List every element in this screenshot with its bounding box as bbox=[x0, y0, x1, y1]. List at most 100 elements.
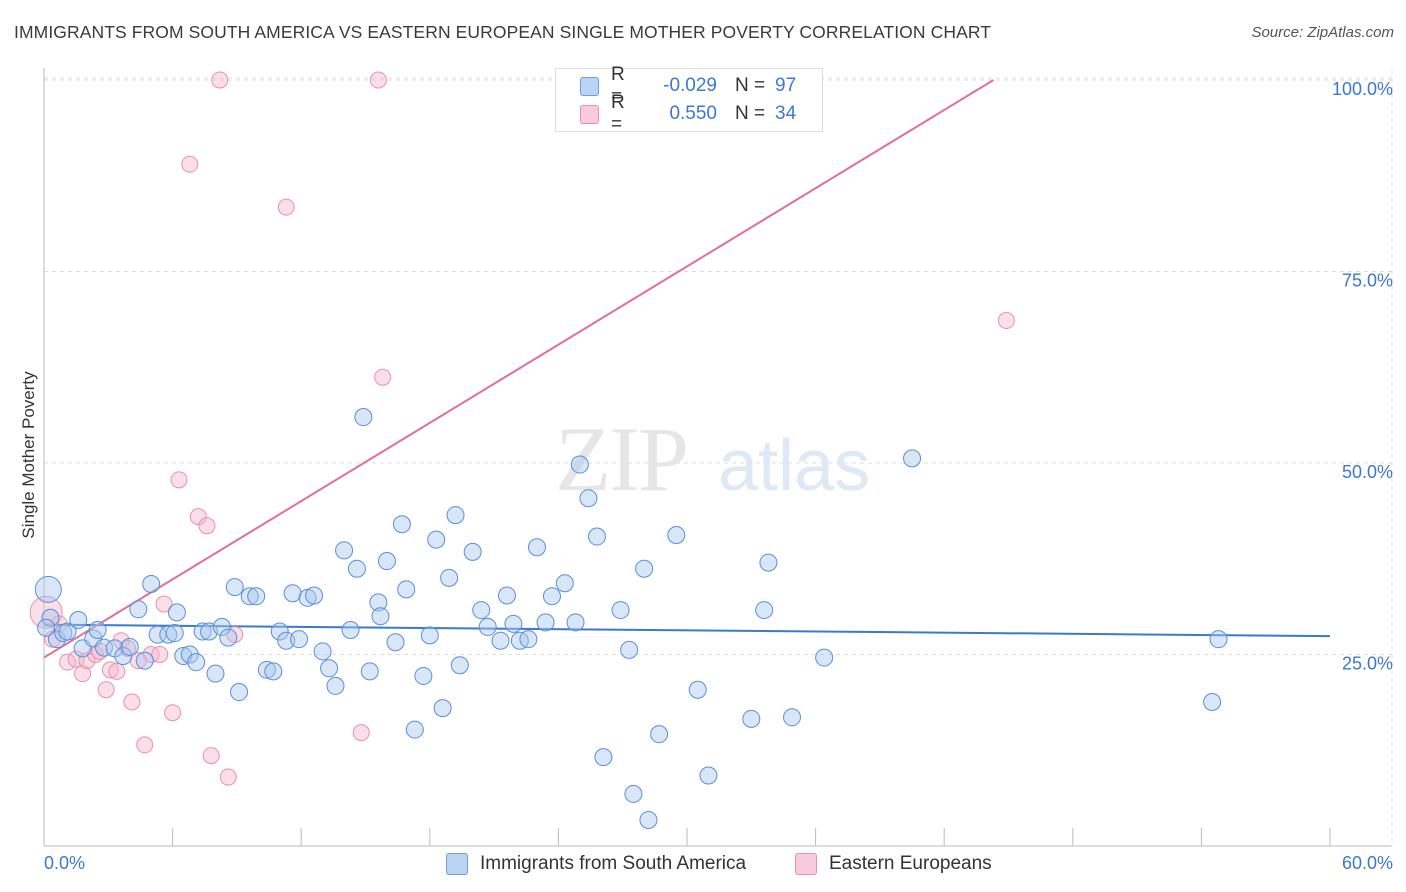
watermark-zip: ZIP bbox=[555, 408, 687, 510]
data-point-south-america bbox=[34, 575, 62, 603]
bottom-legend-south-america: Immigrants from South America bbox=[446, 852, 746, 876]
data-point-eastern-europeans bbox=[164, 704, 182, 722]
y-tick-label: 100.0% bbox=[1332, 79, 1393, 99]
data-point-south-america bbox=[326, 676, 345, 695]
data-point-south-america bbox=[527, 538, 546, 557]
data-point-south-america bbox=[347, 559, 366, 578]
data-point-south-america bbox=[536, 613, 555, 632]
data-point-south-america bbox=[369, 593, 388, 612]
data-point-south-america bbox=[519, 630, 538, 649]
data-point-south-america bbox=[815, 648, 834, 667]
data-point-eastern-europeans bbox=[29, 595, 63, 629]
data-point-south-america bbox=[570, 455, 589, 474]
data-point-south-america bbox=[699, 766, 718, 785]
data-point-south-america bbox=[420, 626, 439, 645]
data-point-south-america bbox=[688, 680, 707, 699]
data-point-south-america bbox=[305, 586, 324, 605]
data-point-south-america bbox=[159, 625, 178, 644]
data-point-south-america bbox=[392, 515, 411, 534]
data-point-eastern-europeans bbox=[369, 71, 387, 89]
data-point-south-america bbox=[478, 617, 497, 636]
data-point-south-america bbox=[290, 630, 309, 649]
y-tick-label: 50.0% bbox=[1342, 462, 1393, 482]
data-point-south-america bbox=[450, 656, 469, 675]
legend-n-value: 97 bbox=[775, 75, 797, 96]
legend-n-value: 34 bbox=[775, 103, 797, 124]
bottom-swatch-pink bbox=[795, 853, 817, 875]
data-point-eastern-europeans bbox=[123, 693, 141, 711]
bottom-swatch-blue bbox=[446, 853, 468, 875]
data-point-south-america bbox=[58, 622, 77, 641]
data-point-south-america bbox=[594, 748, 613, 767]
data-point-south-america bbox=[264, 662, 283, 681]
data-point-south-america bbox=[187, 653, 206, 672]
tick-labels: 25.0% 50.0% 75.0% 100.0% 0.0% 60.0% bbox=[44, 79, 1393, 873]
data-point-south-america bbox=[270, 622, 289, 641]
data-point-south-america bbox=[504, 614, 523, 633]
x-tick-label: 60.0% bbox=[1342, 853, 1393, 873]
legend-r-value: 0.550 bbox=[669, 103, 717, 124]
source-label: Source: ZipAtlas.com bbox=[1251, 24, 1394, 41]
data-point-eastern-europeans bbox=[997, 312, 1015, 330]
data-point-south-america bbox=[129, 600, 148, 619]
eastern-europeans-points bbox=[29, 71, 1015, 786]
data-point-south-america bbox=[472, 601, 491, 620]
legend-row-south-america: R = -0.029 N = 97 bbox=[580, 64, 797, 107]
data-point-south-america bbox=[37, 618, 56, 637]
y-axis-label: Single Mother Poverty bbox=[19, 371, 38, 539]
data-point-south-america bbox=[1203, 692, 1222, 711]
watermark: ZIP atlas bbox=[555, 408, 870, 510]
legend-row-eastern-europeans: R = 0.550 N = 34 bbox=[580, 92, 797, 135]
data-point-south-america bbox=[371, 607, 390, 626]
data-point-eastern-europeans bbox=[136, 736, 154, 754]
data-point-south-america bbox=[206, 664, 225, 683]
data-point-south-america bbox=[555, 574, 574, 593]
data-point-south-america bbox=[247, 587, 266, 606]
data-point-south-america bbox=[120, 637, 139, 656]
data-point-south-america bbox=[386, 633, 405, 652]
data-point-eastern-europeans bbox=[189, 508, 207, 526]
legend-r-label: R = bbox=[611, 64, 625, 107]
data-point-south-america bbox=[611, 601, 630, 620]
data-point-south-america bbox=[650, 725, 669, 744]
data-point-south-america bbox=[354, 408, 373, 427]
data-point-eastern-europeans bbox=[101, 661, 119, 679]
data-point-south-america bbox=[639, 810, 658, 829]
data-point-south-america bbox=[230, 683, 249, 702]
data-point-south-america bbox=[497, 586, 516, 605]
data-point-south-america bbox=[277, 631, 296, 650]
data-point-south-america bbox=[377, 552, 396, 571]
data-point-eastern-europeans bbox=[74, 665, 92, 683]
data-point-south-america bbox=[135, 651, 154, 670]
legend-swatch-blue bbox=[580, 76, 599, 96]
data-point-south-america bbox=[587, 527, 606, 546]
y-tick-label: 25.0% bbox=[1342, 654, 1393, 674]
data-point-south-america bbox=[667, 526, 686, 545]
data-point-south-america bbox=[212, 617, 231, 636]
data-point-south-america bbox=[427, 530, 446, 549]
bottom-legend-eastern-europeans: Eastern Europeans bbox=[795, 852, 992, 876]
data-point-south-america bbox=[783, 708, 802, 727]
data-point-south-america bbox=[219, 628, 238, 647]
data-point-south-america bbox=[579, 489, 598, 508]
axes bbox=[43, 68, 1392, 847]
data-point-south-america bbox=[41, 608, 60, 627]
data-point-south-america bbox=[446, 506, 465, 525]
data-point-south-america bbox=[193, 622, 212, 641]
legend-r-label: R = bbox=[611, 92, 625, 135]
data-point-eastern-europeans bbox=[202, 747, 220, 765]
data-point-eastern-europeans bbox=[277, 198, 295, 216]
legend-n-label: N = bbox=[735, 103, 766, 124]
data-point-eastern-europeans bbox=[44, 630, 62, 648]
data-point-south-america bbox=[463, 542, 482, 561]
correlation-legend: R = -0.029 N = 97 R = 0.550 N = 34 bbox=[555, 64, 823, 135]
data-point-south-america bbox=[142, 575, 161, 594]
data-point-south-america bbox=[397, 580, 416, 599]
data-point-south-america bbox=[283, 584, 302, 603]
data-point-south-america bbox=[566, 613, 585, 632]
data-point-eastern-europeans bbox=[352, 724, 370, 742]
x-tick-label: 0.0% bbox=[44, 853, 85, 873]
data-point-eastern-europeans bbox=[67, 650, 85, 668]
data-point-south-america bbox=[491, 631, 510, 650]
